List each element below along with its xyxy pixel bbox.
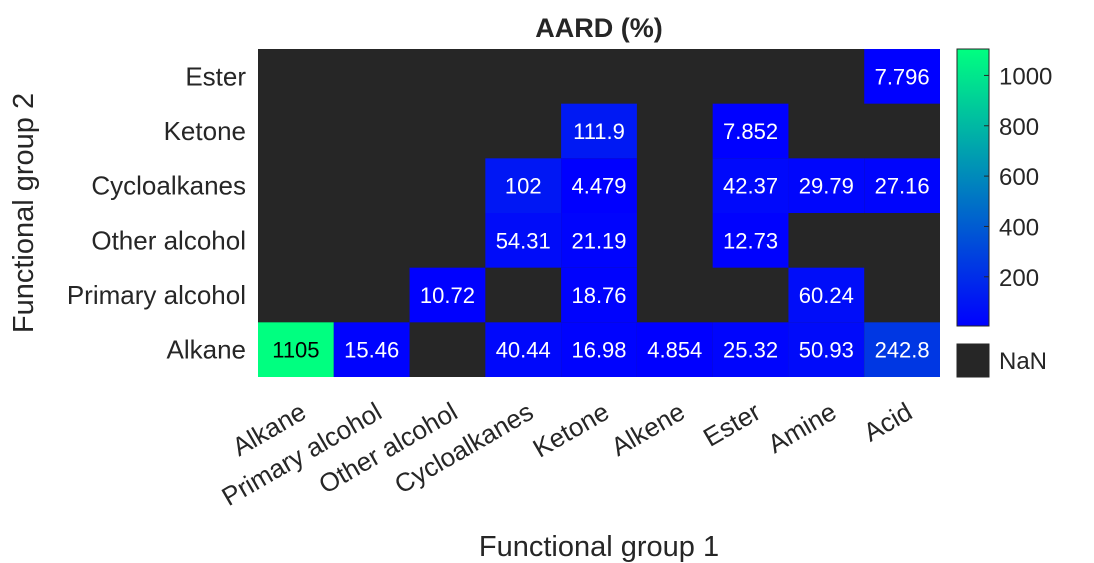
cell-value-label: 40.44 bbox=[496, 338, 551, 363]
cell-alkane-alkene bbox=[636, 322, 713, 377]
y-tick-label-other-alcohol: Other alcohol bbox=[91, 225, 246, 255]
cell-primary-alcohol-ketone bbox=[561, 267, 637, 323]
cell-value-label: 29.79 bbox=[799, 174, 854, 199]
nan-swatch bbox=[956, 343, 990, 378]
colorbar-tick-label: 1000 bbox=[999, 63, 1052, 90]
cell-other-alcohol-cycloalkanes bbox=[485, 213, 562, 268]
cell-value-label: 15.46 bbox=[344, 338, 399, 363]
nan-label: NaN bbox=[999, 348, 1047, 375]
cell-cycloalkanes-amine bbox=[788, 158, 865, 213]
cell-alkane-acid bbox=[864, 322, 940, 377]
chart-title: AARD (%) bbox=[535, 13, 663, 43]
y-axis-label: Functional group 2 bbox=[8, 93, 40, 333]
cell-value-label: 242.8 bbox=[875, 338, 930, 363]
cell-alkane-ketone bbox=[561, 322, 637, 377]
cell-value-label: 102 bbox=[505, 174, 542, 199]
heatmap-cells: 7.796 111.9 7.852 102 4.479 42.37 29.79 27.16 54… bbox=[258, 49, 940, 377]
cell-value-label: 12.73 bbox=[723, 228, 778, 253]
cell-value-label: 27.16 bbox=[875, 174, 930, 199]
cell-value-label: 21.19 bbox=[571, 228, 626, 253]
x-tick-label-ketone: Ketone bbox=[528, 396, 614, 463]
cell-other-alcohol-ester bbox=[712, 213, 789, 268]
cell-cycloalkanes-ketone bbox=[561, 158, 637, 213]
cell-alkane-primary-alcohol bbox=[333, 322, 410, 377]
cell-cycloalkanes-acid bbox=[864, 158, 940, 213]
cell-cycloalkanes-cycloalkanes bbox=[485, 158, 562, 213]
cell-cycloalkanes-ester bbox=[712, 158, 789, 213]
y-tick-labels: Ester Ketone Cycloalkanes Other alcohol Prim… bbox=[67, 61, 247, 364]
y-tick-label-alkane: Alkane bbox=[167, 335, 247, 365]
colorbar: 200 400 600 800 1000 NaN bbox=[956, 48, 1052, 378]
cell-value-label: 60.24 bbox=[799, 283, 854, 308]
cell-value-label: 50.93 bbox=[799, 338, 854, 363]
y-tick-label-ketone: Ketone bbox=[164, 116, 246, 146]
cell-primary-alcohol-amine bbox=[788, 267, 865, 323]
cell-primary-alcohol-other-alcohol bbox=[409, 267, 486, 323]
x-axis-label: Functional group 1 bbox=[479, 531, 719, 563]
y-tick-label-cycloalkanes: Cycloalkanes bbox=[91, 171, 246, 201]
x-tick-label-acid: Acid bbox=[858, 396, 917, 447]
x-tick-label-amine: Amine bbox=[763, 396, 842, 459]
cell-value-label: 16.98 bbox=[571, 338, 626, 363]
x-tick-label-alkene: Alkene bbox=[606, 396, 690, 462]
cell-value-label: 4.854 bbox=[647, 338, 702, 363]
cell-value-label: 18.76 bbox=[571, 283, 626, 308]
cell-value-label: 7.852 bbox=[723, 119, 778, 144]
cell-value-label: 4.479 bbox=[571, 174, 626, 199]
colorbar-tick-label: 800 bbox=[999, 114, 1039, 141]
y-tick-label-ester: Ester bbox=[185, 61, 246, 91]
cell-value-label: 111.9 bbox=[573, 119, 625, 144]
cell-value-label: 54.31 bbox=[496, 228, 551, 253]
cell-value-label: 7.796 bbox=[875, 64, 930, 89]
cell-alkane-ester bbox=[712, 322, 789, 377]
cell-ester-acid bbox=[864, 49, 940, 104]
cell-value-label: 25.32 bbox=[723, 338, 778, 363]
colorbar-gradient bbox=[956, 48, 990, 327]
cell-alkane-amine bbox=[788, 322, 865, 377]
cell-value-label: 42.37 bbox=[723, 174, 778, 199]
cell-value-label: 1105 bbox=[272, 338, 319, 363]
cell-alkane-alkane bbox=[258, 322, 334, 377]
colorbar-tick-label: 400 bbox=[999, 214, 1039, 241]
cell-other-alcohol-ketone bbox=[561, 213, 637, 268]
colorbar-tick-label: 600 bbox=[999, 164, 1039, 191]
cell-alkane-cycloalkanes bbox=[485, 322, 562, 377]
cell-ketone-ketone bbox=[561, 103, 637, 159]
colorbar-tick-label: 200 bbox=[999, 265, 1039, 292]
x-tick-label-ester: Ester bbox=[698, 396, 766, 452]
y-tick-label-primary-alcohol: Primary alcohol bbox=[67, 280, 246, 310]
cell-value-label: 10.72 bbox=[420, 283, 475, 308]
cell-ketone-ester bbox=[712, 103, 789, 159]
